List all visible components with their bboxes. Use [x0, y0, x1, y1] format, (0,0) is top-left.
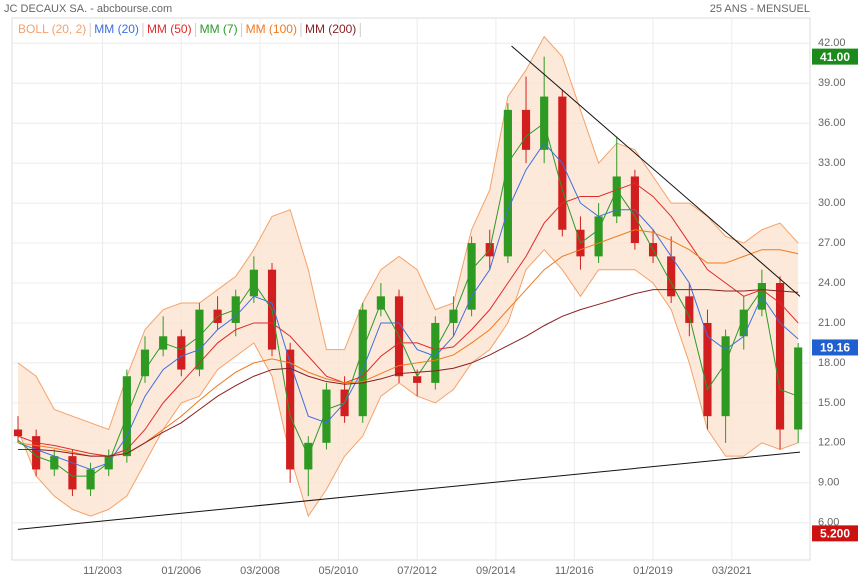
bollinger-lower	[17, 248, 799, 518]
x-tick-label: 01/2006	[161, 565, 201, 577]
candle-body	[794, 347, 803, 430]
legend-entry: MM (7)	[200, 22, 238, 36]
x-tick-label: 03/2021	[712, 565, 752, 577]
price-marker-label: 41.00	[820, 50, 850, 64]
y-tick-label: 15.00	[818, 397, 846, 409]
y-tick-label: 18.00	[818, 357, 846, 369]
bollinger-fill	[18, 36, 799, 517]
candle-body	[32, 436, 41, 470]
candle-body	[667, 256, 676, 297]
candle-body	[413, 376, 422, 383]
y-tick-label: 27.00	[818, 237, 846, 249]
candle-body	[358, 309, 367, 417]
candle-body	[322, 389, 331, 443]
candle-body	[612, 176, 621, 217]
legend-entry: MM (20)	[94, 22, 139, 36]
y-tick-label: 36.00	[818, 117, 846, 129]
candle-body	[721, 336, 730, 417]
price-marker-label: 19.16	[820, 341, 850, 355]
candle-body	[503, 109, 512, 257]
x-tick-label: 05/2010	[319, 565, 359, 577]
candle-body	[739, 309, 748, 337]
y-tick-label: 30.00	[818, 197, 846, 209]
trendline	[511, 45, 801, 297]
candle-body	[68, 456, 77, 490]
candle-body	[685, 296, 694, 323]
candle-body	[431, 322, 440, 383]
candle-body	[177, 336, 186, 370]
candle-body	[286, 349, 295, 470]
y-tick-label: 9.00	[818, 477, 839, 489]
candle-body	[467, 243, 476, 310]
y-tick-label: 24.00	[818, 277, 846, 289]
moving-average	[17, 122, 799, 477]
candle-body	[13, 429, 23, 437]
moving-average	[17, 142, 799, 470]
x-tick-label: 07/2012	[397, 565, 437, 577]
legend-entry: BOLL (20, 2)	[18, 22, 86, 36]
moving-average	[17, 182, 799, 457]
y-tick-label: 42.00	[818, 37, 846, 49]
x-tick-label: 01/2019	[633, 565, 673, 577]
y-tick-label: 12.00	[818, 437, 846, 449]
x-tick-label: 11/2003	[83, 565, 122, 577]
candle-body	[703, 322, 712, 417]
candle-body	[521, 109, 531, 150]
trendline	[17, 451, 801, 530]
price-marker	[812, 339, 858, 356]
candle-body	[775, 283, 785, 430]
chart-subtitle: 25 ANS - MENSUEL	[710, 3, 810, 15]
moving-average	[18, 289, 799, 457]
candle-body	[140, 349, 150, 377]
candle-body	[594, 216, 603, 257]
x-tick-label: 03/2008	[240, 565, 280, 577]
chart-title: JC DECAUX SA. - abcbourse.com	[4, 3, 172, 15]
price-marker	[812, 525, 858, 542]
price-marker	[812, 48, 858, 65]
x-tick-label: 09/2014	[476, 565, 516, 577]
y-tick-label: 39.00	[818, 77, 846, 89]
price-marker-label: 5.200	[820, 527, 850, 541]
y-tick-label: 33.00	[818, 157, 846, 169]
candle-body	[195, 309, 204, 370]
legend-entry: MM (100)	[246, 22, 297, 36]
candle-body	[86, 469, 95, 490]
bollinger-upper	[17, 35, 799, 431]
legend-entry: MM (200)	[305, 22, 356, 36]
x-tick-label: 11/2016	[555, 565, 594, 577]
y-tick-label: 21.00	[818, 317, 846, 329]
legend-entry: MM (50)	[147, 22, 192, 36]
